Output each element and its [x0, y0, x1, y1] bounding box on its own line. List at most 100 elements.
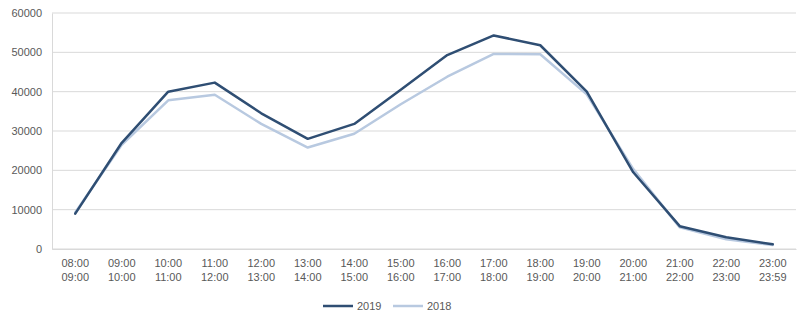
x-tick-label-line: 16:00 [387, 271, 415, 283]
x-tick-label-line: 08:00 [61, 257, 89, 269]
x-tick: 17:00 18:00 [480, 249, 508, 283]
x-tick: 08:00 09:00 [61, 249, 89, 283]
legend-label: 2018 [427, 300, 451, 312]
x-tick: 14:00 15:00 [340, 249, 368, 283]
y-tick: 10000 [11, 204, 52, 216]
x-tick-label-line: 11:00 [201, 257, 228, 269]
series-line [75, 54, 773, 245]
series-line [75, 35, 773, 244]
x-tick-label-line: 13:00 [294, 257, 322, 269]
x-tick-label-line: 19:00 [526, 271, 554, 283]
x-tick-label-line: 17:00 [480, 257, 508, 269]
grid-line [52, 131, 796, 132]
x-tick-label-line: 22:00 [712, 257, 740, 269]
legend-swatch [393, 305, 423, 308]
x-tick-label-line: 16:00 [433, 257, 461, 269]
x-tick: 20:00 21:00 [619, 249, 647, 283]
x-tick-label-line: 22:00 [666, 271, 694, 283]
y-tick-label: 30000 [11, 125, 42, 137]
plot-area [75, 35, 773, 245]
x-axis-line [53, 249, 797, 250]
x-tick: 15:00 16:00 [387, 249, 415, 283]
x-tick-label: 19:00 20:00 [573, 257, 601, 283]
y-tick-label: 20000 [11, 164, 42, 176]
x-tick-label-line: 12:00 [247, 257, 275, 269]
y-tick: 0 [36, 243, 52, 255]
grid-line [52, 209, 796, 210]
x-tick: 09:00 10:00 [108, 249, 136, 283]
x-tick-label-line: 15:00 [340, 271, 368, 283]
y-tick: 50000 [11, 46, 52, 58]
x-tick-label: 12:00 13:00 [247, 257, 275, 283]
x-tick-label-line: 21:00 [666, 257, 694, 269]
x-tick-label: 23:00 23:59 [759, 257, 787, 283]
y-tick-label: 50000 [11, 46, 42, 58]
y-tick: 40000 [11, 86, 52, 98]
chart-container: 0 10000 20000 30000 40000 50000 60000 08:00 09:0… [0, 0, 806, 318]
x-tick-label-line: 17:00 [433, 271, 461, 283]
legend-swatch [323, 305, 353, 308]
x-tick: 10:00 11:00 [154, 249, 182, 283]
x-tick: 12:00 13:00 [247, 249, 275, 283]
x-tick-label: 16:00 17:00 [433, 257, 461, 283]
x-tick-label-line: 23:59 [759, 271, 787, 283]
y-axis-line [52, 14, 53, 250]
x-tick-label-line: 20:00 [573, 271, 601, 283]
x-tick-label: 11:00 12:00 [201, 257, 229, 283]
x-tick-label: 17:00 18:00 [480, 257, 508, 283]
x-tick-label-line: 18:00 [480, 271, 508, 283]
y-tick: 30000 [11, 125, 52, 137]
x-tick-label: 15:00 16:00 [387, 257, 415, 283]
x-tick-label-line: 21:00 [619, 271, 647, 283]
x-tick-label: 08:00 09:00 [61, 257, 89, 283]
x-tick-label-line: 13:00 [247, 271, 275, 283]
x-tick-label: 09:00 10:00 [108, 257, 136, 283]
x-tick-label-line: 10:00 [154, 257, 182, 269]
x-axis: 08:00 09:00 09:00 10:00 10:00 11:00 11:00 12:00… [53, 249, 797, 283]
x-tick-label-line: 20:00 [619, 257, 647, 269]
x-tick-label-line: 12:00 [201, 271, 229, 283]
x-tick: 13:00 14:00 [294, 249, 322, 283]
x-tick-label-line: 09:00 [61, 271, 89, 283]
grid-line [52, 170, 796, 171]
y-tick-label: 60000 [11, 7, 42, 19]
legend-label: 2019 [357, 300, 381, 312]
x-tick-label-line: 11:00 [155, 271, 182, 283]
x-tick-label: 22:00 23:00 [712, 257, 740, 283]
legend: 2019 2018 [323, 300, 451, 312]
x-tick-label-line: 18:00 [526, 257, 554, 269]
grid-line [52, 13, 796, 14]
x-tick-label: 10:00 11:00 [154, 257, 182, 283]
y-tick-label: 0 [36, 243, 42, 255]
x-tick: 23:00 23:59 [759, 249, 787, 283]
y-tick: 20000 [11, 164, 52, 176]
x-tick-label: 18:00 19:00 [526, 257, 554, 283]
grid-line [52, 52, 796, 53]
x-tick: 18:00 19:00 [526, 249, 554, 283]
grid-line [52, 249, 796, 250]
legend-item: 2018 [393, 300, 451, 312]
x-tick-label: 21:00 22:00 [666, 257, 694, 283]
x-tick: 16:00 17:00 [433, 249, 461, 283]
x-tick-label: 13:00 14:00 [294, 257, 322, 283]
x-tick-label-line: 23:00 [759, 257, 787, 269]
x-tick: 22:00 23:00 [712, 249, 740, 283]
y-tick-label: 10000 [11, 204, 42, 216]
x-tick-label: 20:00 21:00 [619, 257, 647, 283]
chart-svg: 0 10000 20000 30000 40000 50000 60000 08:00 09:0… [0, 0, 806, 318]
x-tick-label-line: 14:00 [294, 271, 322, 283]
x-tick-label-line: 14:00 [340, 257, 368, 269]
x-tick-label: 14:00 15:00 [340, 257, 368, 283]
x-tick: 21:00 22:00 [666, 249, 694, 283]
x-tick: 11:00 12:00 [201, 249, 229, 283]
x-tick-label-line: 15:00 [387, 257, 415, 269]
x-tick-label-line: 19:00 [573, 257, 601, 269]
grid [52, 13, 796, 249]
legend-item: 2019 [323, 300, 381, 312]
x-tick: 19:00 20:00 [573, 249, 601, 283]
x-tick-label-line: 09:00 [108, 257, 136, 269]
y-axis: 0 10000 20000 30000 40000 50000 60000 [11, 7, 52, 255]
x-tick-label-line: 23:00 [712, 271, 740, 283]
y-tick: 60000 [11, 7, 52, 19]
x-tick-label-line: 10:00 [108, 271, 136, 283]
